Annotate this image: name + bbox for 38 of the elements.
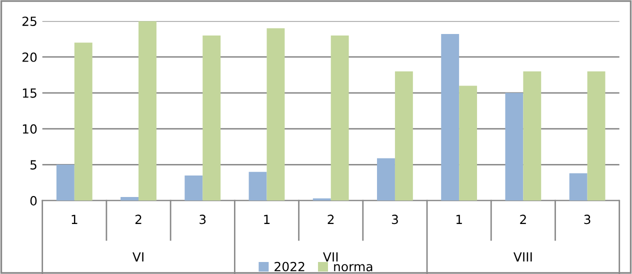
x-tick-label: 3 <box>200 214 206 224</box>
y-tick-label: 25 <box>22 16 36 26</box>
x-tick-label: 3 <box>392 214 398 224</box>
bar <box>441 34 460 201</box>
text: VIII <box>513 252 532 262</box>
bar <box>394 71 413 201</box>
text: VII <box>322 252 338 262</box>
bar <box>523 71 542 201</box>
bar <box>459 86 478 201</box>
bar <box>587 71 606 201</box>
x-tick-label: 2 <box>328 214 334 224</box>
bar <box>505 92 524 201</box>
bar <box>202 35 221 201</box>
y-tick-label: 5 <box>30 160 36 170</box>
bar <box>377 158 395 201</box>
x-tick-label: 1 <box>264 214 270 224</box>
x-tick-label: 3 <box>584 214 590 224</box>
bar <box>74 42 92 201</box>
y-tick-label: 0 <box>30 196 37 206</box>
bar <box>248 172 267 201</box>
bar <box>138 21 156 201</box>
bar <box>330 35 349 201</box>
x-tick-label: 2 <box>135 214 142 224</box>
legend-label: norma <box>334 264 372 272</box>
text: VI <box>132 252 144 262</box>
bar <box>266 28 285 201</box>
bar <box>56 164 74 201</box>
y-tick-label: 15 <box>22 88 36 98</box>
bar <box>120 196 139 201</box>
y-tick-label: 20 <box>22 52 37 62</box>
x-tick-label: 1 <box>72 214 78 224</box>
bar <box>569 173 588 201</box>
bar <box>312 198 331 201</box>
x-tick-label: 2 <box>520 214 526 224</box>
bar <box>184 175 203 201</box>
y-tick-label: 10 <box>22 124 37 134</box>
x-tick-label: 1 <box>456 214 462 224</box>
legend-label: 2022 <box>274 262 304 272</box>
